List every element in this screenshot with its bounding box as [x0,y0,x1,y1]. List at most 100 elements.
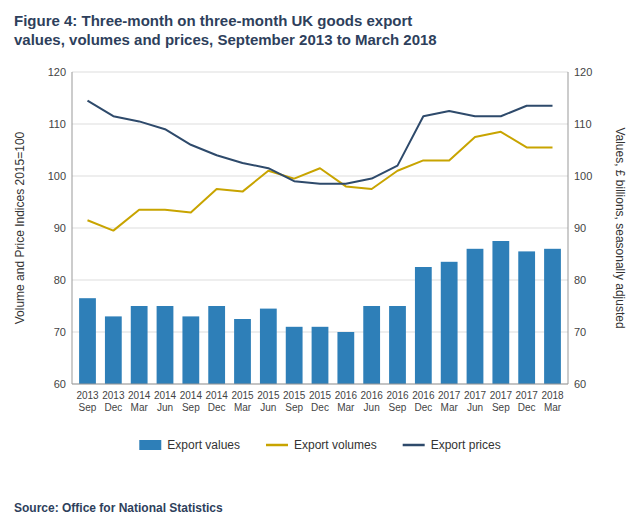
x-tick-label: 2015Mar [231,390,254,413]
y2-tick-label: 110 [574,118,592,130]
x-tick-label-line: Mar [131,402,149,413]
x-tick-label-line: 2013 [76,390,99,401]
bar [415,267,432,384]
y-tick-label: 120 [48,66,66,78]
title: Figure 4: Three-month on three-month UK … [14,12,412,29]
x-tick-label-line: Mar [441,402,459,413]
grid-line [72,384,568,385]
x-tick-label: 2014Jun [154,390,177,413]
x-tick-label: 2015Sep [283,390,306,413]
grid-line [72,228,568,229]
y-tick-label: 100 [48,170,66,182]
x-tick-label-line: Jun [467,402,483,413]
y-tick-label: 110 [48,118,66,130]
x-tick-label-line: Dec [104,402,122,413]
x-tick-label-line: 2018 [541,390,564,401]
x-tick-label-line: Jun [157,402,173,413]
x-tick-label: 2013Dec [102,390,125,413]
bar [363,306,380,384]
grid-line [72,72,568,73]
x-tick-label: 2017Mar [438,390,461,413]
bar [337,332,354,384]
x-axis-line [72,384,568,385]
grid [72,72,568,384]
x-tick-label-line: Jun [260,402,276,413]
legend-label: Export values [167,438,240,452]
bar [441,262,458,384]
x-tick-label-line: Sep [389,402,407,413]
background [0,0,640,528]
x-tick-label: 2013Sep [76,390,99,413]
x-tick-label-line: 2015 [309,390,332,401]
legend-swatch [139,440,161,450]
x-tick-label-line: 2016 [386,390,409,401]
x-tick-label-line: 2014 [154,390,177,401]
y2-tick-label: 120 [574,66,592,78]
source: Source: Office for National Statistics [14,501,223,515]
y-tick-label: 90 [54,222,66,234]
x-tick-label: 2017Sep [490,390,513,413]
bar [79,298,96,384]
x-tick-label-line: Mar [544,402,562,413]
bar [105,316,122,384]
y2-tick-label: 100 [574,170,592,182]
x-tick-label-line: 2017 [438,390,461,401]
chart: Figure 4: Three-month on three-month UK … [0,0,640,528]
bar [131,306,148,384]
line [88,101,553,184]
x-tick-label-line: 2017 [516,390,539,401]
x-tick-label-line: 2015 [257,390,280,401]
x-tick-label-line: 2014 [128,390,151,401]
y2-tick-label: 80 [574,274,586,286]
x-tick-label-line: 2016 [335,390,358,401]
x-tick-label-line: 2016 [361,390,384,401]
x-tick-label-line: Mar [337,402,355,413]
bar [182,316,199,384]
x-tick-label-line: 2013 [102,390,125,401]
x-tick-label-line: Sep [492,402,510,413]
x-tick-label-line: Sep [79,402,97,413]
x-tick-label: 2014Dec [206,390,229,413]
bar [234,319,251,384]
line [88,132,553,231]
grid-line [72,176,568,177]
legend-swatch [403,444,425,447]
legend-label: Export volumes [294,438,377,452]
x-tick-label: 2017Jun [464,390,487,413]
x-tick-label-line: 2014 [180,390,203,401]
x-tick-label: 2018Mar [541,390,564,413]
y2-tick-label: 90 [574,222,586,234]
y-tick-label: 80 [54,274,66,286]
bar [544,249,561,384]
y2-tick-label: 60 [574,378,586,390]
x-tick-label: 2016Mar [335,390,358,413]
x-tick-label: 2016Sep [386,390,409,413]
x-tick-label-line: Dec [208,402,226,413]
bar [208,306,225,384]
x-tick-label-line: 2017 [490,390,513,401]
x-tick-label-line: 2015 [231,390,254,401]
x-tick-label-line: Jun [364,402,380,413]
y-axis-label: Volume and Price Indices 2015=100 [13,131,27,324]
y2-axis-label: Values, £ billions, seasonally adjusted [613,127,627,328]
x-tick-label-line: 2016 [412,390,435,401]
x-tick-label-line: 2014 [206,390,229,401]
legend: Export valuesExport volumesExport prices [139,438,500,452]
y2-axis-line [568,72,569,384]
x-tick-label: 2015Dec [309,390,332,413]
x-tick-label-line: Dec [414,402,432,413]
x-tick-label-line: 2017 [464,390,487,401]
x-tick-label: 2016Dec [412,390,435,413]
x-tick-label-line: Dec [311,402,329,413]
x-tick-label-line: Sep [285,402,303,413]
marks [79,101,561,384]
y-axis-line [72,72,73,384]
x-tick-label-line: Mar [234,402,252,413]
bar [286,327,303,384]
x-tick-label-line: Dec [518,402,536,413]
x-tick-label: 2014Sep [180,390,203,413]
x-tick-label-line: 2015 [283,390,306,401]
x-tick-label: 2016Jun [361,390,384,413]
x-tick-label: 2017Dec [516,390,539,413]
bar [312,327,329,384]
